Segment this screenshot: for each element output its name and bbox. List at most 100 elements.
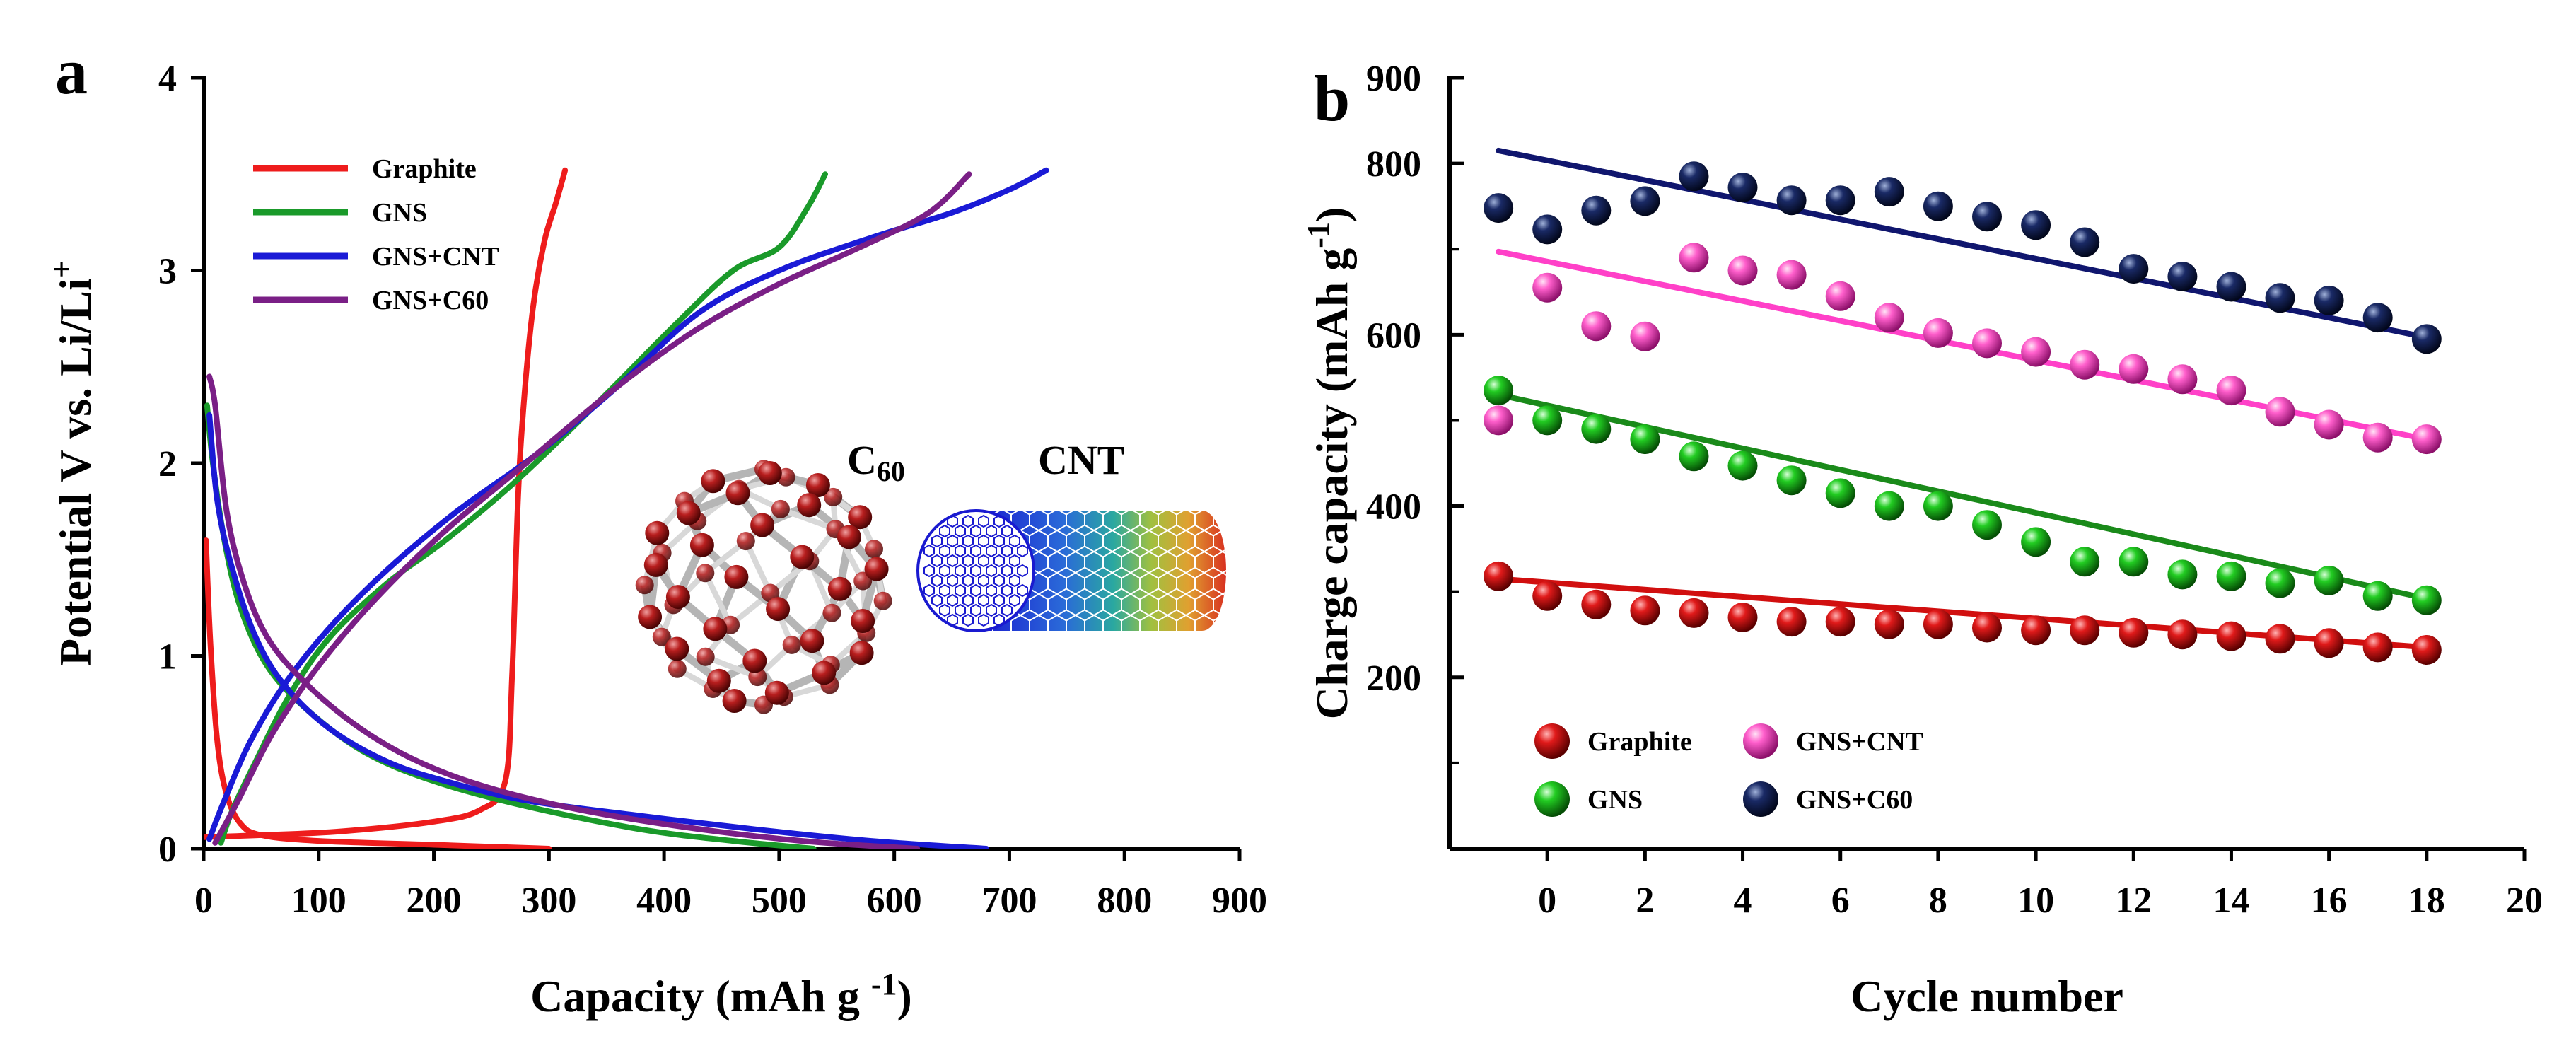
point-gns-cnt [2411, 424, 2442, 455]
c60-atom [665, 585, 690, 610]
point-gns [2070, 547, 2100, 577]
point-gns-c60 [1776, 185, 1807, 216]
point-gns-c60 [2411, 324, 2442, 354]
panel-b: b 0 2 4 6 8 10 12 14 16 18 20 200 400 600 800 900 Cycl… [1301, 59, 2543, 1021]
cnt-lattice-cell [962, 593, 974, 607]
point-gns [1825, 478, 1855, 508]
cnt-lattice-cell [1001, 524, 1013, 538]
point-gns-c60 [1972, 202, 2002, 232]
point-graphite [1923, 609, 1953, 639]
legend-marker-gns [1534, 781, 1570, 817]
cnt-lattice-cell [993, 613, 1005, 627]
c60-atom [824, 487, 843, 506]
c60-bond [702, 653, 761, 680]
point-gns [1727, 450, 1758, 481]
c60-atom [701, 469, 725, 494]
cnt-lattice-cell [1009, 574, 1020, 588]
cnt-lattice-cell [955, 544, 966, 558]
cnt-lattice-cell [1009, 534, 1020, 548]
point-gns-cnt [1874, 303, 1904, 333]
cnt-lattice-cell [931, 574, 943, 588]
cnt-lattice-cell [939, 524, 950, 538]
cnt-lattice-cell [970, 583, 981, 598]
point-gns-c60 [1874, 177, 1904, 207]
c60-bond [742, 538, 774, 596]
point-gns [1532, 405, 1563, 436]
panel-b-y-tick-label: 800 [1366, 144, 1421, 185]
legend-label-gns: GNS [1587, 785, 1643, 815]
panel-a-y-tick-label: 4 [158, 59, 177, 99]
panel-a-x-tick-label: 200 [407, 880, 462, 921]
cnt-lattice-cell [947, 534, 958, 548]
point-gns-cnt [1776, 260, 1807, 290]
legend-label-gns: GNS [372, 198, 427, 228]
point-gns-cnt [1972, 328, 2002, 359]
point-gns [2362, 581, 2393, 611]
panel-b-y-tick-label: 600 [1366, 315, 1421, 356]
legend-label-gns-c60: GNS+C60 [1796, 785, 1913, 815]
panel-b-x-tick-label: 0 [1538, 880, 1556, 921]
c60-atom [665, 636, 689, 661]
cnt-lattice-cell [993, 554, 1005, 568]
c60-atom [645, 520, 670, 545]
cnt-lattice-cell [962, 613, 974, 627]
c60-atom [750, 513, 775, 537]
c60-atom [812, 661, 837, 685]
panel-a-x-axis-title: Capacity (mAh g -1) [530, 967, 912, 1021]
point-gns [2021, 527, 2051, 557]
panel-b-x-axis-title: Cycle number [1851, 971, 2123, 1021]
point-gns-cnt [2119, 354, 2149, 384]
point-graphite [2119, 617, 2149, 648]
panel-a-y-tick-label: 1 [158, 637, 177, 677]
point-graphite [2021, 615, 2051, 646]
c60-atom [724, 564, 749, 589]
c60-label-sub: 60 [877, 455, 905, 487]
panel-a-x-tick-label: 800 [1097, 880, 1152, 921]
c60-atom [706, 668, 731, 693]
cnt-lattice-cell [978, 613, 989, 627]
point-gns-cnt [1825, 281, 1855, 311]
point-gns-cnt [2265, 397, 2295, 427]
c60-atom [668, 659, 687, 678]
cnt-lattice-cell [962, 514, 974, 528]
point-gns [2265, 568, 2295, 598]
point-graphite [2411, 635, 2442, 665]
panel-b-y-axis-title-end: ) [1307, 207, 1357, 222]
point-gns-c60 [2362, 303, 2393, 333]
cnt-lattice-cell [1009, 554, 1020, 568]
point-graphite [1484, 561, 1514, 591]
point-graphite [1630, 595, 1660, 626]
point-gns-cnt [1532, 272, 1563, 303]
c60-atom [827, 576, 852, 601]
cnt-lattice-cell [939, 564, 950, 578]
cnt-lattice-cell [993, 593, 1005, 607]
point-gns [1679, 441, 1709, 472]
panel-a-x-tick-label: 100 [291, 880, 346, 921]
point-gns [1630, 424, 1660, 455]
point-gns-cnt [1630, 321, 1660, 351]
point-gns [2216, 561, 2246, 591]
panel-a-y-tick-label: 2 [158, 444, 177, 484]
point-gns-cnt [2070, 349, 2100, 380]
cnt-lattice-cell [978, 514, 989, 528]
cnt-lattice-cell [970, 603, 981, 617]
point-gns-cnt [2362, 422, 2393, 453]
panel-a-x-axis-title-exp: -1 [871, 967, 897, 1001]
c60-atom [800, 629, 824, 653]
point-gns [1972, 510, 2002, 540]
cnt-lattice-cell [939, 583, 950, 598]
panel-b-legend: Graphite GNS GNS+CNT GNS+C60 [1534, 723, 1923, 817]
point-gns-c60 [1679, 161, 1709, 192]
c60-atom [851, 609, 875, 633]
cnt-front-lattice [923, 514, 1028, 627]
cnt-lattice-cell [923, 544, 935, 558]
c60-atom [771, 499, 790, 518]
cnt-lattice-cell [970, 524, 981, 538]
point-gns-c60 [2216, 272, 2246, 302]
c60-atom [849, 641, 874, 665]
cnt-lattice-cell [955, 583, 966, 598]
panel-a-x-tick-label: 300 [521, 880, 576, 921]
c60-atom [782, 635, 801, 654]
cnt-lattice-cell [1017, 583, 1028, 598]
cnt-lattice-cell [931, 554, 943, 568]
